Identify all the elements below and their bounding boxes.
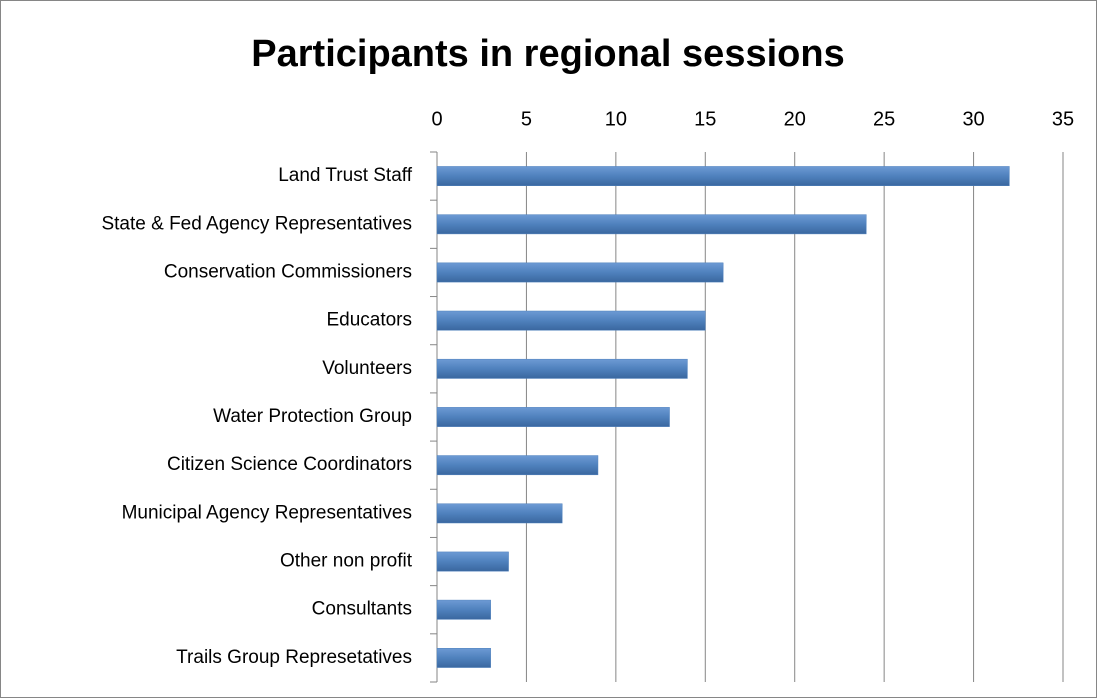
bar [436, 551, 509, 572]
bar [436, 358, 688, 379]
bar [436, 262, 724, 283]
bar [436, 166, 1010, 186]
chart-title: Participants in regional sessions [251, 33, 844, 75]
y-tick-label: Conservation Commissioners [164, 261, 412, 282]
bar [436, 648, 491, 668]
y-tick-label: Water Protection Group [213, 406, 412, 427]
x-tick-label: 15 [694, 108, 716, 130]
x-tick-label: 10 [605, 108, 627, 130]
x-tick-label: 30 [962, 108, 984, 130]
x-tick-label: 35 [1052, 108, 1074, 130]
bar [436, 503, 563, 524]
y-tick-label: State & Fed Agency Representatives [101, 213, 412, 234]
y-tick-label: Educators [326, 310, 412, 331]
y-tick-label: Land Trust Staff [278, 165, 413, 186]
bar [436, 407, 670, 427]
bar [436, 214, 867, 235]
bar [436, 599, 491, 620]
x-tick-label: 25 [873, 108, 895, 130]
x-tick-label: 5 [521, 108, 532, 130]
bar [436, 455, 599, 476]
bar [436, 310, 706, 331]
x-tick-label: 20 [784, 108, 806, 130]
y-tick-label: Consultants [312, 599, 412, 620]
y-tick-label: Municipal Agency Representatives [122, 502, 412, 523]
x-tick-label: 0 [431, 108, 442, 130]
y-tick-label: Other non profit [280, 551, 413, 572]
y-tick-label: Trails Group Represetatives [176, 647, 412, 668]
y-tick-label: Citizen Science Coordinators [167, 454, 412, 475]
y-tick-label: Volunteers [322, 358, 412, 379]
